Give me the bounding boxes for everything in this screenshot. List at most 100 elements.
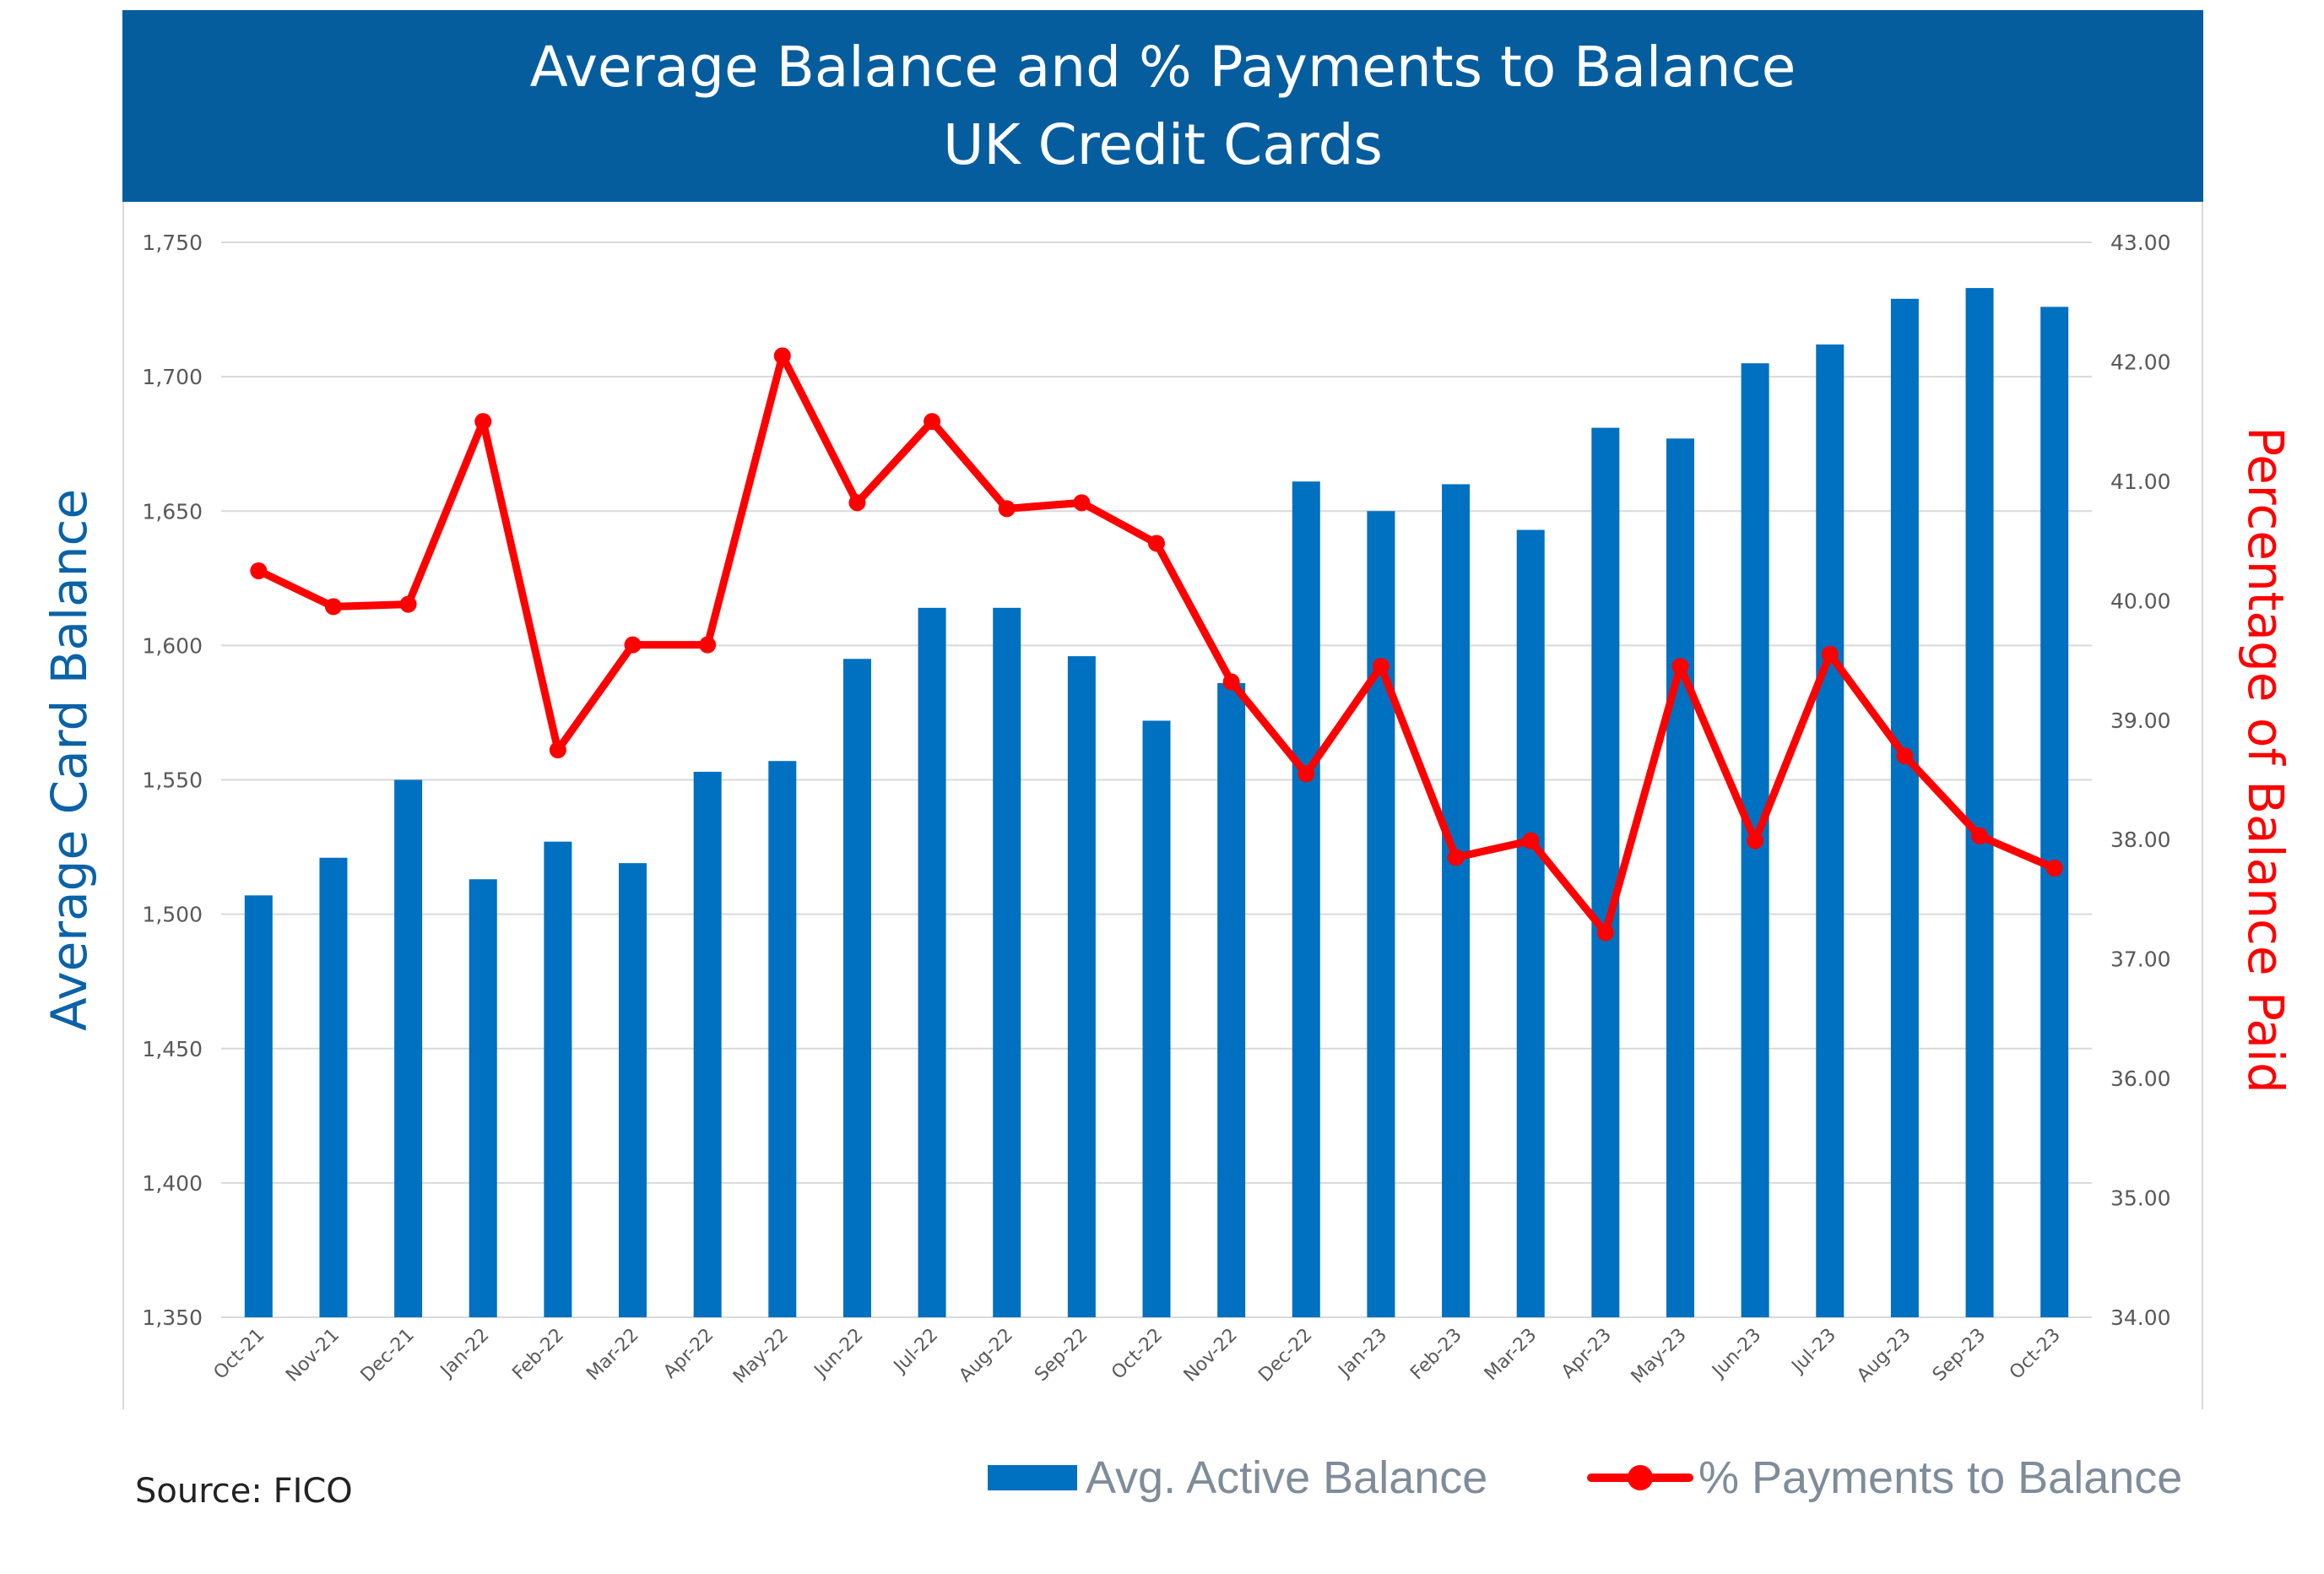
left-axis-tick-label: 1,400 xyxy=(142,1171,203,1196)
bar xyxy=(1666,438,1694,1317)
x-axis-tick-label: Oct-22 xyxy=(1108,1325,1167,1384)
bar xyxy=(993,607,1021,1317)
source-note: Source: FICO xyxy=(135,1472,353,1511)
payments-point xyxy=(1971,827,1989,844)
x-axis-tick-label: Apr-22 xyxy=(659,1325,718,1383)
x-axis-tick-label: Jul-23 xyxy=(1787,1325,1840,1378)
payments-point xyxy=(1596,924,1614,942)
bar xyxy=(918,607,946,1317)
bar xyxy=(768,761,797,1317)
bar xyxy=(2040,307,2069,1317)
bar xyxy=(1292,481,1320,1317)
legend-item-payments: % Payments to Balance xyxy=(1587,1451,2182,1505)
payments-point xyxy=(699,636,717,654)
payments-point xyxy=(324,598,342,616)
right-axis-tick-label: 40.00 xyxy=(2110,589,2171,613)
x-axis-tick-label: Dec-22 xyxy=(1254,1325,1316,1387)
bar xyxy=(693,771,722,1317)
x-axis-tick-label: Jan-22 xyxy=(436,1325,493,1382)
chart-title-line-2: UK Credit Cards xyxy=(943,111,1383,177)
bar xyxy=(244,895,273,1317)
x-axis-tick-label: Sep-22 xyxy=(1031,1325,1092,1386)
payments-point xyxy=(998,500,1016,518)
payments-point xyxy=(399,595,417,613)
x-axis-tick-label: Dec-21 xyxy=(357,1325,419,1387)
right-axis-title: Percentage of Balance Paid xyxy=(2237,426,2294,1094)
x-axis-tick-label: Apr-23 xyxy=(1557,1325,1616,1383)
bar xyxy=(469,879,497,1317)
left-axis-tick-label: 1,550 xyxy=(142,768,203,793)
bar xyxy=(1890,298,1919,1317)
legend-bar-label: Avg. Active Balance xyxy=(1086,1452,1488,1503)
bar xyxy=(1217,682,1246,1317)
bar xyxy=(544,841,572,1317)
payments-point xyxy=(1148,535,1165,552)
payments-point xyxy=(624,636,642,654)
payments-point xyxy=(2045,860,2063,877)
chart-title-banner: Average Balance and % Payments to Balanc… xyxy=(122,10,2203,202)
payments-point xyxy=(1297,765,1315,783)
left-axis-tick-label: 1,500 xyxy=(142,903,203,927)
payments-point xyxy=(1222,673,1240,691)
payments-point xyxy=(250,562,268,579)
bar xyxy=(1142,720,1171,1317)
legend-bar-swatch xyxy=(988,1465,1077,1490)
x-axis-tick-label: Jun-23 xyxy=(1708,1325,1766,1383)
payments-point xyxy=(1447,849,1465,866)
legend-line-swatch xyxy=(1587,1451,1693,1505)
payments-point xyxy=(924,413,941,431)
x-axis-tick-label: Jan-23 xyxy=(1334,1325,1391,1382)
x-axis-tick-label: Sep-23 xyxy=(1929,1325,1990,1386)
x-axis-tick-label: Feb-23 xyxy=(1406,1325,1466,1385)
x-axis-tick-label: Feb-22 xyxy=(508,1325,568,1385)
x-axis-tick-label: May-23 xyxy=(1628,1325,1691,1388)
payments-point xyxy=(1747,832,1764,849)
left-axis-title: Average Card Balance xyxy=(41,489,98,1031)
chart-title-line-1: Average Balance and % Payments to Balanc… xyxy=(529,34,1796,100)
x-axis-tick-label: Mar-23 xyxy=(1481,1325,1541,1385)
bar xyxy=(1816,344,1845,1317)
bar xyxy=(394,779,423,1317)
right-axis-tick-label: 36.00 xyxy=(2110,1067,2171,1091)
plot-frame xyxy=(122,202,2203,1409)
bar xyxy=(1367,511,1395,1317)
bar xyxy=(1442,484,1471,1317)
right-axis-tick-label: 42.00 xyxy=(2110,350,2171,374)
payments-point xyxy=(1671,658,1689,676)
x-axis-tick-label: May-22 xyxy=(729,1325,793,1388)
left-axis-tick-label: 1,600 xyxy=(142,633,203,658)
payments-point xyxy=(549,741,566,759)
payments-point xyxy=(848,494,866,512)
bar xyxy=(1516,529,1545,1317)
left-axis-tick-label: 1,450 xyxy=(142,1037,203,1061)
left-axis-tick-label: 1,700 xyxy=(142,365,203,389)
bar xyxy=(1965,288,1994,1317)
payments-point xyxy=(1522,832,1540,849)
x-axis-tick-label: Aug-23 xyxy=(1853,1325,1915,1387)
legend-line-label: % Payments to Balance xyxy=(1698,1452,2183,1503)
bar xyxy=(842,659,871,1317)
payments-point xyxy=(773,347,791,365)
x-axis-tick-label: Jul-22 xyxy=(889,1325,942,1378)
right-axis-tick-label: 37.00 xyxy=(2110,947,2171,972)
x-axis-tick-label: Aug-22 xyxy=(956,1325,1017,1387)
left-axis-tick-label: 1,650 xyxy=(142,499,203,524)
chart-svg: 1,350 1,400 1,450 1,500 1,550 1,600 1,650 1,700… xyxy=(41,231,2294,1388)
right-axis-tick-label: 35.00 xyxy=(2110,1186,2171,1211)
right-axis-tick-label: 39.00 xyxy=(2110,708,2171,733)
bar xyxy=(1067,656,1096,1317)
payments-point xyxy=(1821,645,1839,663)
bar xyxy=(619,863,647,1317)
x-axis-tick-label: Nov-22 xyxy=(1180,1325,1242,1387)
x-axis-tick-label: Mar-22 xyxy=(582,1325,642,1385)
left-axis-tick-label: 1,750 xyxy=(142,231,203,255)
x-axis-tick-label: Nov-21 xyxy=(282,1325,344,1387)
left-axis-tick-label: 1,350 xyxy=(142,1305,203,1330)
right-axis-tick-label: 43.00 xyxy=(2110,231,2171,255)
legend-item-balance: Avg. Active Balance xyxy=(988,1451,1487,1505)
right-axis-tick-label: 41.00 xyxy=(2110,469,2171,494)
right-axis-tick-label: 38.00 xyxy=(2110,828,2171,852)
bar xyxy=(319,857,348,1317)
payments-point xyxy=(1896,747,1914,765)
payments-point xyxy=(1073,494,1091,512)
